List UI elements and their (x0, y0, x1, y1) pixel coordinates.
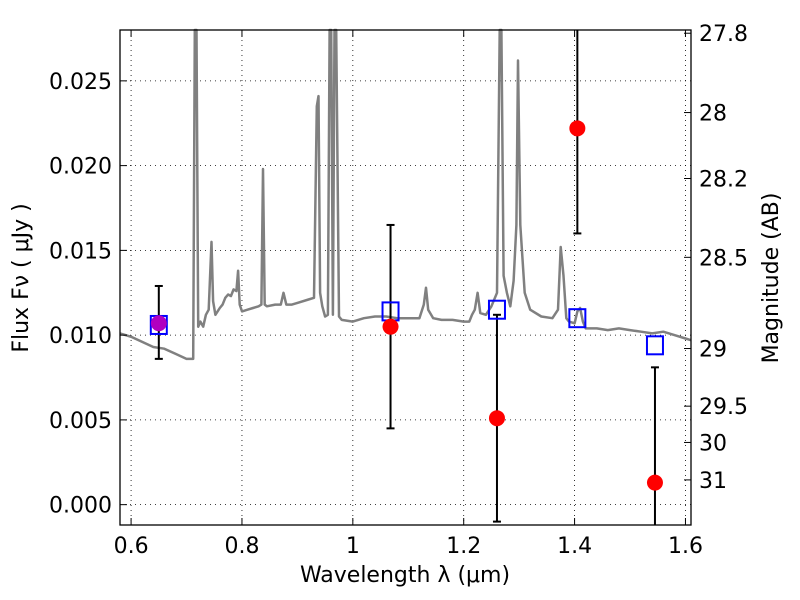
y2-axis: 27.8 28 28.2 28.5 29 29.5 30 31 (684, 22, 748, 494)
model-series (149, 299, 664, 356)
spectrum-line (119, 28, 692, 361)
y-tick-label: 0.010 (49, 324, 112, 349)
y2-tick-label: 27.8 (699, 22, 748, 47)
observed-point (488, 410, 505, 427)
spectrum-series (119, 28, 692, 361)
x-tick-label: 1 (346, 534, 360, 559)
observed-point (150, 315, 167, 332)
x-axis-label: Wavelength λ (μm) (300, 563, 510, 588)
x-tick-label: 1.2 (446, 534, 481, 559)
model-point (568, 308, 587, 329)
y2-tick-label: 28.5 (699, 246, 748, 271)
x-tick-label: 1.6 (668, 534, 703, 559)
model-point (645, 335, 664, 356)
x-tick-label: 0.8 (224, 534, 259, 559)
x-tick-label: 1.4 (557, 534, 592, 559)
plot-frame (119, 29, 692, 526)
y2-tick-label: 28 (699, 102, 727, 127)
model-point (487, 299, 506, 320)
y2-tick-label: 28.2 (699, 168, 748, 193)
y-axis: 0.000 0.005 0.010 0.015 0.020 0.025 (49, 70, 127, 519)
observed-point (646, 474, 663, 491)
y-tick-label: 0.015 (49, 239, 112, 264)
observed-point (382, 318, 399, 335)
y2-tick-label: 29.5 (699, 395, 748, 420)
y2-tick-label: 29 (699, 338, 727, 363)
y-tick-label: 0.025 (49, 70, 112, 95)
y2-axis-label: Magnitude (AB) (759, 193, 784, 364)
grid (120, 30, 691, 525)
y2-tick-label: 31 (699, 469, 727, 494)
y2-tick-label: 30 (699, 431, 727, 456)
y-tick-label: 0.005 (49, 409, 112, 434)
y-tick-label: 0.000 (49, 494, 112, 519)
observed-series (150, 120, 663, 491)
x-axis: 0.6 0.8 1 1.2 1.4 1.6 (114, 30, 703, 559)
x-tick-label: 0.6 (114, 534, 149, 559)
y-tick-label: 0.020 (49, 155, 112, 180)
y-axis-label: Flux Fν ( μJy ) (9, 203, 34, 352)
observed-point (569, 120, 586, 137)
